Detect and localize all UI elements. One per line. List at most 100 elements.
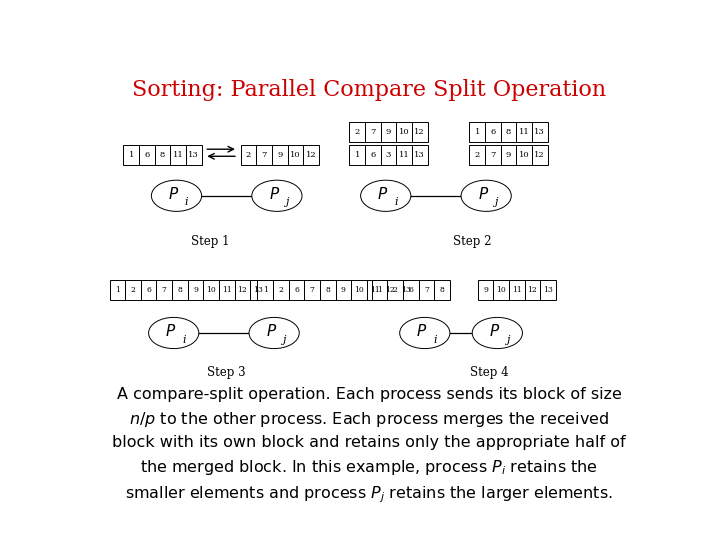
Ellipse shape [400, 318, 450, 349]
Text: 12: 12 [534, 151, 545, 159]
Bar [172, 280, 188, 300]
Text: 7: 7 [424, 286, 429, 294]
Ellipse shape [252, 180, 302, 211]
Text: 13: 13 [543, 286, 553, 294]
Text: $\mathit{P}$: $\mathit{P}$ [478, 186, 489, 202]
Text: j: j [285, 198, 289, 207]
Bar [500, 145, 516, 165]
Bar [540, 280, 556, 300]
Bar [124, 145, 139, 165]
Text: 3: 3 [386, 151, 391, 159]
Bar [188, 280, 203, 300]
Text: 11: 11 [399, 151, 410, 159]
Text: 13: 13 [401, 286, 411, 294]
Bar [469, 122, 485, 141]
Text: 10: 10 [519, 151, 529, 159]
Text: i: i [394, 198, 397, 207]
Bar [500, 122, 516, 141]
Text: 13: 13 [534, 128, 545, 136]
Bar [109, 280, 125, 300]
Text: Step 1: Step 1 [191, 235, 229, 248]
Bar [289, 280, 305, 300]
Text: $\mathit{P}$: $\mathit{P}$ [266, 323, 277, 339]
Text: 10: 10 [354, 286, 364, 294]
Bar [396, 145, 412, 165]
Text: 6: 6 [490, 128, 495, 136]
Bar [272, 145, 287, 165]
Text: 8: 8 [160, 151, 165, 159]
Text: 7: 7 [370, 128, 376, 136]
Text: 8: 8 [325, 286, 330, 294]
Text: Step 4: Step 4 [469, 366, 508, 379]
Text: 1: 1 [377, 286, 382, 294]
Text: $\mathit{P}$: $\mathit{P}$ [377, 186, 389, 202]
Bar [303, 145, 319, 165]
Text: 11: 11 [518, 128, 529, 136]
Bar [418, 280, 434, 300]
Text: $\mathit{P}$: $\mathit{P}$ [166, 323, 176, 339]
Bar [516, 122, 532, 141]
Text: $\mathit{P}$: $\mathit{P}$ [168, 186, 179, 202]
Text: 13: 13 [189, 151, 199, 159]
Bar [485, 145, 500, 165]
Bar [258, 280, 273, 300]
Bar [349, 145, 365, 165]
Text: 10: 10 [290, 151, 301, 159]
Bar [532, 122, 548, 141]
Text: 9: 9 [506, 151, 511, 159]
Text: 9: 9 [483, 286, 488, 294]
Text: 6: 6 [408, 286, 413, 294]
Bar [525, 280, 540, 300]
Text: 8: 8 [506, 128, 511, 136]
Text: 7: 7 [162, 286, 166, 294]
Bar [478, 280, 493, 300]
Bar [398, 280, 414, 300]
Text: i: i [433, 335, 436, 345]
Text: j: j [282, 335, 286, 345]
Bar [186, 145, 202, 165]
Text: i: i [185, 198, 189, 207]
Bar [381, 145, 396, 165]
Bar [412, 122, 428, 141]
Ellipse shape [148, 318, 199, 349]
Bar [141, 280, 156, 300]
Text: 12: 12 [528, 286, 537, 294]
Text: 1: 1 [354, 151, 360, 159]
Bar [372, 280, 387, 300]
Text: 6: 6 [146, 286, 151, 294]
Text: j: j [505, 335, 509, 345]
Text: Sorting: Parallel Compare Split Operation: Sorting: Parallel Compare Split Operatio… [132, 79, 606, 102]
Bar [381, 122, 396, 141]
Bar [396, 122, 412, 141]
Text: 11: 11 [369, 286, 379, 294]
Text: 2: 2 [246, 151, 251, 159]
Bar [387, 280, 403, 300]
Bar [485, 122, 500, 141]
Text: 2: 2 [474, 151, 480, 159]
Bar [320, 280, 336, 300]
Text: Step 3: Step 3 [207, 366, 246, 379]
Ellipse shape [361, 180, 411, 211]
Bar [365, 122, 381, 141]
Text: 2: 2 [355, 128, 360, 136]
Text: 1: 1 [263, 286, 268, 294]
Text: A compare-split operation. Each process sends its block of size
$\mathit{n/p}$ t: A compare-split operation. Each process … [112, 387, 626, 505]
Text: 1: 1 [129, 151, 134, 159]
Text: 10: 10 [399, 128, 410, 136]
Bar [139, 145, 155, 165]
Text: 13: 13 [253, 286, 263, 294]
Text: 9: 9 [341, 286, 346, 294]
Text: 11: 11 [512, 286, 522, 294]
Bar [403, 280, 418, 300]
Text: 6: 6 [370, 151, 376, 159]
Ellipse shape [151, 180, 202, 211]
Text: 2: 2 [393, 286, 397, 294]
Bar [125, 280, 141, 300]
Text: 12: 12 [385, 286, 395, 294]
Bar [366, 280, 382, 300]
Bar [351, 280, 366, 300]
Bar [349, 122, 365, 141]
Text: 2: 2 [130, 286, 135, 294]
Bar [273, 280, 289, 300]
Bar [493, 280, 509, 300]
